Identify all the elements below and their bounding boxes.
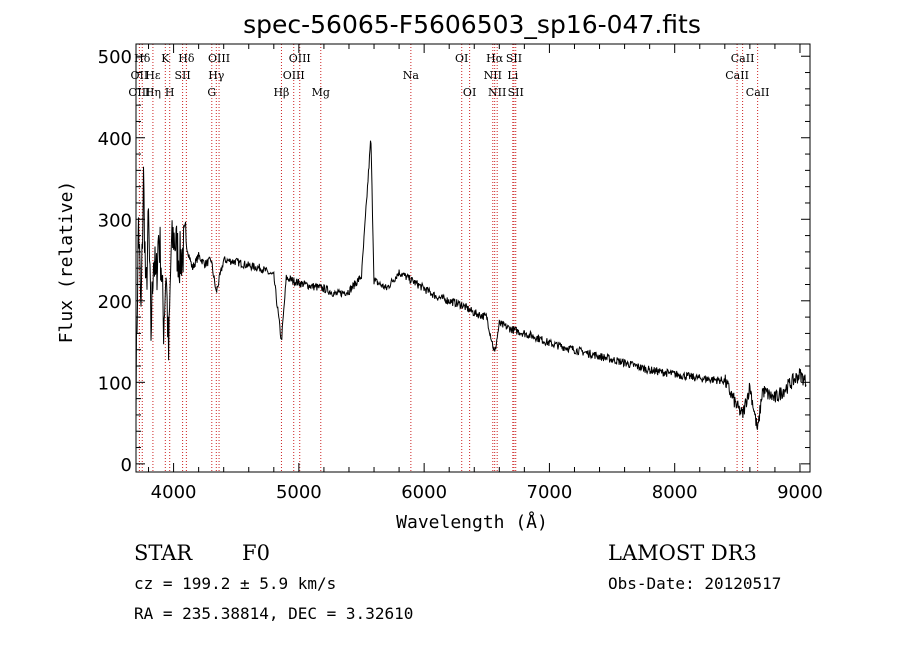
spectral-line-label: H [165, 86, 175, 99]
x-tick-label: 4000 [151, 482, 197, 503]
spectral-line-label: Na [403, 69, 420, 82]
x-axis-ticks: 4000 5000 6000 7000 8000 9000 [148, 44, 823, 503]
spectral-line-label: Hα [486, 52, 504, 65]
y-tick-label: 400 [98, 129, 132, 150]
spectral-line-markers [138, 44, 759, 472]
x-tick-label: 7000 [527, 482, 573, 503]
spectral-line-label: Hη [145, 86, 161, 99]
y-tick-label: 500 [98, 47, 132, 68]
object-subclass: F0 [242, 541, 270, 565]
spectral-line-label: NII [484, 69, 502, 82]
spectral-line-label: SII [506, 52, 522, 65]
spectral-line-label: Li [507, 69, 518, 82]
y-tick-label: 0 [121, 455, 132, 476]
spectral-line-label: Mg [312, 86, 330, 99]
spectral-line-label: CaII [731, 52, 755, 65]
spectral-line-label: CaII [725, 69, 749, 82]
spectrum-line [135, 140, 807, 430]
y-tick-label: 300 [98, 210, 132, 231]
x-tick-label: 6000 [401, 482, 447, 503]
y-tick-label: 100 [98, 373, 132, 394]
y-tick-label: 200 [98, 292, 132, 313]
observation-date: Obs-Date: 20120517 [608, 574, 781, 593]
spectral-line-label: Hε [145, 69, 161, 82]
spectral-line-label: OIII [289, 52, 311, 65]
y-axis-ticks: 0 100 200 300 400 500 [98, 47, 810, 476]
spectral-line-label: Hδ [134, 52, 151, 65]
spectral-line-labels: Hδ OII OIII Hε Hη K H SII Hδ OIII Hγ G Hβ OIII OIII Mg N… [128, 52, 769, 99]
x-tick-label: 9000 [777, 482, 823, 503]
spectral-line-label: Hγ [208, 69, 225, 82]
redshift-velocity: cz = 199.2 ± 5.9 km/s [134, 574, 336, 593]
spectral-line-label: SII [508, 86, 524, 99]
spectral-line-label: OIII [128, 86, 150, 99]
spectral-line-label: NII [488, 86, 506, 99]
spectral-line-label: OIII [283, 69, 305, 82]
y-axis-label: Flux (relative) [56, 181, 77, 344]
x-axis-label: Wavelength (Å) [396, 511, 548, 533]
x-tick-label: 5000 [276, 482, 322, 503]
spectral-line-label: K [161, 52, 170, 65]
spectral-line-label: G [207, 86, 216, 99]
spectral-line-label: Hβ [273, 86, 289, 99]
spectral-line-label: SII [174, 69, 190, 82]
plot-frame [135, 43, 811, 473]
spectral-line-label: Hδ [178, 52, 195, 65]
spectral-line-label: OII [131, 69, 149, 82]
spectral-line-label: OIII [208, 52, 230, 65]
coordinates: RA = 235.38814, DEC = 3.32610 [134, 604, 413, 623]
object-class: STAR [134, 541, 193, 565]
survey-name: LAMOST DR3 [608, 541, 757, 565]
chart-title: spec-56065-F5606503_sp16-047.fits [243, 10, 701, 39]
spectral-line-label: CaII [746, 86, 770, 99]
spectral-line-label: OI [455, 52, 468, 65]
spectral-line-label: OI [463, 86, 476, 99]
x-tick-label: 8000 [652, 482, 698, 503]
